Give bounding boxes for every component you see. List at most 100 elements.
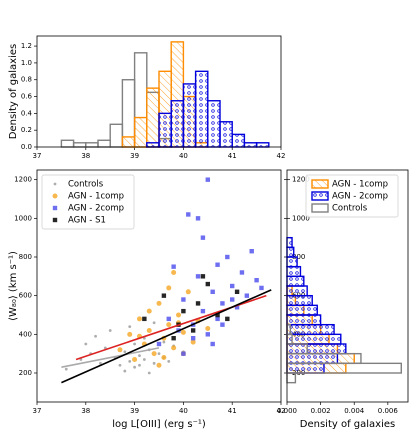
- point: [166, 316, 171, 322]
- plot-frame: [286, 169, 409, 403]
- x-axis-label: log L[OIII] (erg s⁻¹): [112, 419, 206, 430]
- x-tick-label: 0.004: [344, 407, 365, 415]
- point: [156, 341, 162, 347]
- point: [147, 371, 151, 375]
- point: [205, 177, 210, 182]
- point: [166, 322, 172, 328]
- legend-marker: [52, 205, 58, 211]
- x-tick-label: 40: [179, 407, 188, 415]
- y-tick-label: 1000: [292, 214, 310, 222]
- legend-label: Controls: [68, 180, 104, 190]
- point: [259, 285, 264, 291]
- y-tick-label: 800: [292, 253, 305, 261]
- point: [181, 297, 186, 302]
- y-tick-label: 1.0: [21, 59, 32, 67]
- fit-line: [61, 289, 272, 384]
- legend-marker: [52, 217, 58, 223]
- hist-bar: [158, 112, 172, 148]
- point: [195, 274, 201, 279]
- point: [103, 346, 107, 350]
- legend-patch: [311, 191, 329, 201]
- hist-bar: [286, 323, 335, 336]
- hist-bar: [182, 83, 197, 148]
- point: [181, 351, 186, 356]
- hist-bar: [219, 121, 233, 148]
- x-tick-label: 41: [228, 407, 237, 415]
- y-tick-label: 1200: [14, 176, 32, 184]
- point: [234, 289, 240, 294]
- legend-label: AGN - 1comp: [332, 180, 388, 190]
- point: [99, 361, 102, 365]
- point: [166, 285, 172, 291]
- point: [190, 339, 196, 345]
- y-tick-label: 600: [19, 292, 32, 300]
- point: [157, 352, 161, 356]
- hist-bar: [286, 246, 295, 258]
- hist-bar: [72, 142, 87, 148]
- point: [185, 289, 191, 295]
- hist-bar: [286, 333, 342, 345]
- legend-label: AGN - 1comp: [68, 192, 124, 202]
- legend-marker: [52, 193, 58, 199]
- point: [123, 369, 127, 373]
- legend-box: [41, 174, 135, 230]
- hist-bar: [286, 256, 298, 268]
- x-tick-label: 39: [130, 152, 139, 160]
- point: [128, 360, 132, 363]
- point: [205, 281, 210, 287]
- y-tick-label: 1200: [292, 176, 310, 184]
- legend-label: AGN - 2comp: [332, 192, 388, 202]
- point: [142, 316, 147, 322]
- x-tick-label: 41: [228, 152, 237, 160]
- point: [156, 300, 162, 306]
- x-axis-label: Density of galaxies: [300, 419, 395, 430]
- point: [181, 308, 186, 314]
- plot-frame: [36, 35, 282, 148]
- point: [225, 316, 230, 322]
- point: [94, 334, 97, 338]
- point: [195, 216, 201, 221]
- hist-bar: [286, 285, 308, 297]
- hist-bar: [85, 142, 99, 148]
- point: [123, 350, 127, 354]
- x-tick-label: 40: [179, 152, 188, 160]
- point: [171, 269, 177, 275]
- point: [210, 341, 215, 347]
- legend-marker: [53, 182, 57, 186]
- hist-bar: [60, 139, 75, 148]
- point: [156, 362, 162, 368]
- point: [146, 327, 152, 333]
- point: [161, 293, 167, 298]
- x-tick-label: 0.002: [311, 407, 331, 415]
- fit-line: [61, 347, 160, 368]
- point: [162, 340, 166, 344]
- hist-bar: [146, 142, 160, 148]
- y-tick-label: 400: [19, 330, 32, 338]
- hist-bar: [286, 275, 305, 287]
- x-tick-label: 42: [277, 407, 286, 415]
- y-tick-label: 0.6: [21, 93, 33, 101]
- legend-label: AGN - S1: [68, 216, 106, 226]
- point: [225, 254, 230, 260]
- point: [128, 325, 132, 328]
- hist-bar: [109, 123, 124, 148]
- point: [64, 367, 68, 371]
- hist-bar: [286, 265, 302, 278]
- hist-bar: [194, 70, 209, 148]
- point: [118, 363, 122, 367]
- point: [138, 363, 141, 367]
- point: [136, 316, 142, 322]
- hist-bar: [255, 142, 270, 148]
- x-tick-label: 0.000: [277, 407, 297, 415]
- point: [127, 331, 133, 337]
- point: [151, 351, 157, 357]
- x-tick-label: 38: [81, 152, 90, 160]
- hist-bar: [286, 236, 293, 249]
- hist-bar: [286, 294, 313, 307]
- point: [249, 249, 254, 254]
- x-tick-label: 37: [33, 407, 42, 415]
- point: [171, 336, 176, 341]
- point: [84, 342, 88, 346]
- point: [220, 322, 225, 327]
